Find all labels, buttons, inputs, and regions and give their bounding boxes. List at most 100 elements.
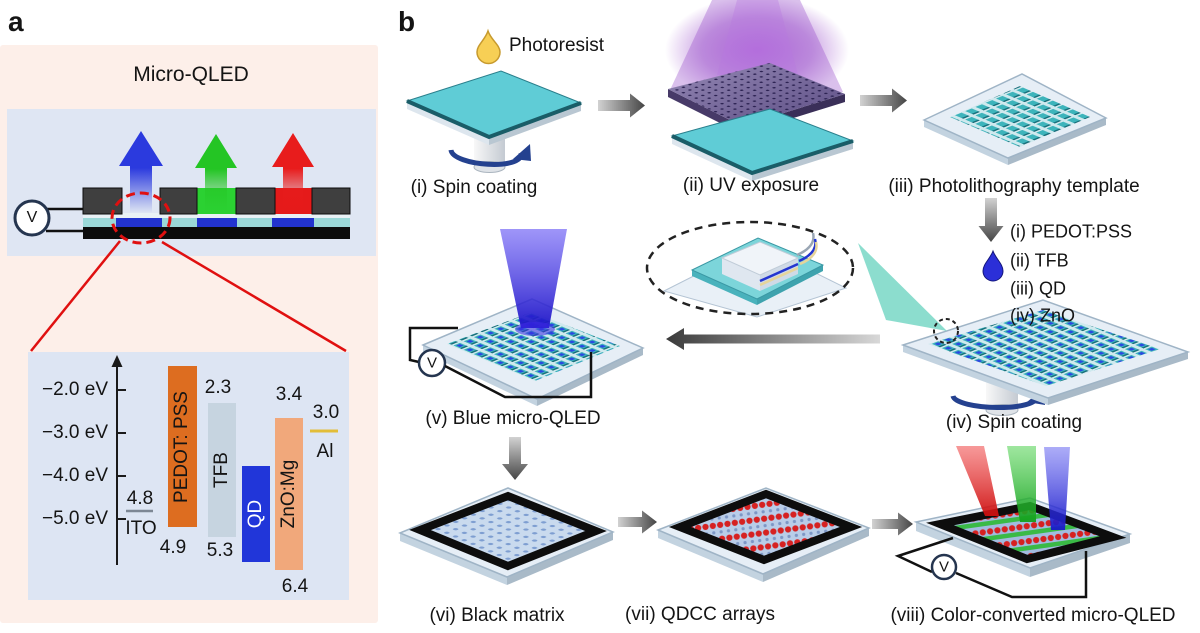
inset-qd-layer: [759, 262, 799, 283]
tfb-label: TFB: [211, 452, 232, 488]
blue-beam-glow: [515, 322, 555, 336]
cathode-layer: [83, 227, 350, 239]
process-arrow-right-4: [872, 512, 913, 536]
wire-left: [894, 536, 954, 574]
qd-pixel-red: [272, 218, 314, 228]
panel-a-label: a: [8, 6, 24, 37]
wire-right: [444, 352, 593, 399]
magnify-cone: [858, 243, 947, 331]
cyan-plate-top: [670, 108, 855, 174]
pillar-array: [950, 86, 1090, 147]
pedot-homo: 4.9: [159, 537, 187, 558]
qd-label: QD: [245, 499, 266, 529]
blue-emission-arrow: [119, 131, 163, 213]
tick-label-3ev: −3.0 eV: [41, 422, 108, 443]
voltmeter-circle-viii: [930, 553, 958, 581]
plate-side-right: [763, 528, 869, 582]
plate-side-left: [400, 533, 507, 585]
voltmeter-label-a: V: [26, 209, 38, 226]
transport-layer: [83, 213, 350, 218]
step-iv-spin-coating: [858, 243, 1191, 416]
process-arrow-down-1: [978, 198, 1004, 242]
voltmeter-label-v: V: [426, 354, 438, 372]
plate-side-left: [924, 120, 1008, 165]
voltmeter-circle-v: [417, 348, 447, 378]
process-arrow-right-2: [860, 88, 907, 113]
process-arrow-down-2: [502, 437, 528, 480]
process-arrow-right-3: [618, 510, 657, 534]
zoom-callout-line-right: [161, 240, 347, 353]
al-work-function: 3.0: [312, 402, 340, 423]
plate-side-right: [1030, 534, 1130, 577]
panel-b-graphics: [398, 0, 1191, 599]
wire-left: [408, 326, 458, 364]
qd-bar: [242, 466, 270, 562]
tfb-bar: [208, 403, 236, 537]
magnify-dashed-circle: [933, 318, 959, 344]
inset-tfb-layer: [759, 266, 799, 287]
black-matrix-frame: [926, 501, 1127, 564]
inset-peel-blue: [798, 238, 817, 263]
caption-step-iv: (iv) Spin coating: [945, 412, 1083, 433]
black-matrix-block: [159, 187, 198, 215]
caption-step-vi: (vi) Black matrix: [429, 605, 565, 626]
voltmeter-label-viii: V: [938, 558, 950, 576]
cyan-plate-top: [405, 70, 583, 138]
black-matrix-block: [82, 187, 123, 215]
inset-stack-front: [760, 258, 798, 291]
tfb-homo: 5.3: [206, 540, 234, 561]
plate-side-left: [916, 522, 1030, 577]
process-arrow-left: [666, 328, 880, 350]
zno-bar: [275, 418, 303, 570]
emitting-pillar-array: [447, 312, 620, 381]
voltmeter-circle-a: [13, 199, 51, 237]
material-qd: (iii) QD: [1010, 278, 1066, 299]
tick-label-2ev: −2.0 eV: [41, 379, 108, 400]
process-arrow-right-1: [598, 93, 645, 118]
step-viii-color-converted: [894, 446, 1133, 599]
black-matrix-block: [311, 187, 351, 215]
photoresist-droplet-icon: [476, 28, 501, 65]
qd-pixel-green: [197, 218, 237, 228]
plate-side-left: [903, 345, 1048, 405]
coating-edge: [406, 99, 582, 140]
step-i-spin-coating: [405, 70, 583, 173]
material-tfb: (ii) TFB: [1010, 250, 1069, 271]
layer-stack-inset: [645, 220, 855, 318]
plate-side-right: [1008, 118, 1106, 165]
red-beam: [956, 446, 999, 516]
coated-pillar-array: [928, 310, 1160, 386]
qd-pixel-blue: [116, 218, 162, 228]
rotation-arrowhead: [513, 144, 531, 161]
zoom-callout-line-left: [30, 240, 121, 352]
black-matrix-frame: [668, 489, 863, 565]
red-emission-arrow: [272, 133, 314, 212]
blue-beam: [500, 229, 567, 328]
inset-stack-front: [722, 258, 760, 291]
al-label: Al: [316, 441, 334, 462]
inset-peel-gray: [796, 232, 815, 257]
zoom-highlight-ellipse: [110, 191, 172, 245]
tick-label-4ev: −4.0 eV: [41, 465, 108, 486]
green-emission-arrow: [195, 134, 237, 212]
photomask-holes: [668, 63, 845, 126]
tick-label-5ev: −5.0 eV: [41, 508, 108, 529]
step-iii-template: [922, 73, 1108, 165]
step-v-blue-microqled: [408, 229, 645, 406]
caption-step-vii: (vii) QDCC arrays: [625, 604, 775, 625]
black-matrix-frame: [409, 491, 607, 571]
step-ii-uv-exposure: [665, 0, 855, 181]
inset-cyan-side: [757, 265, 823, 305]
zno-label: ZnO:Mg: [278, 459, 299, 529]
microqled-cross-section: [13, 131, 351, 353]
caption-step-v: (v) Blue micro-QLED: [425, 408, 601, 429]
panel-a-graphics: [0, 45, 378, 623]
zno-homo: 6.4: [281, 576, 309, 597]
plate-side-left: [423, 345, 537, 406]
coating-edge: [671, 134, 854, 176]
inset-cyan-side: [692, 270, 757, 305]
black-matrix-block: [235, 187, 276, 215]
green-beam: [1007, 446, 1036, 522]
plate-side-right: [1048, 352, 1188, 405]
